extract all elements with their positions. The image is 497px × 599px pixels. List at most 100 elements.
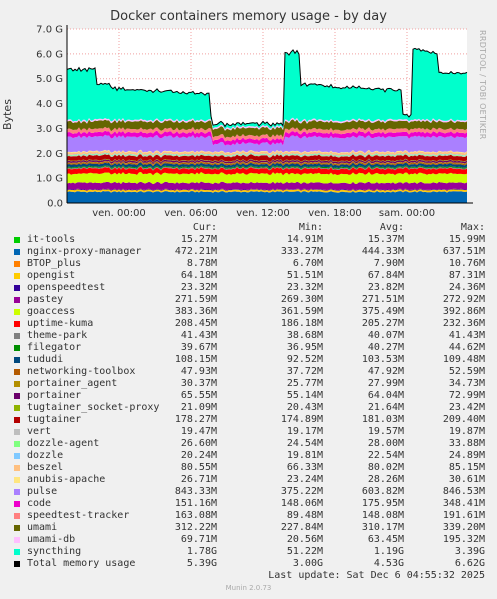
legend-label: filegator xyxy=(27,342,82,353)
y-tick-label: 2.0 G xyxy=(36,149,63,160)
value-avg: 444.33M xyxy=(361,246,404,257)
legend-item: vert 19.47M 19.17M 19.57M 19.87M xyxy=(0,426,497,438)
area-speedtest-tracker xyxy=(67,126,467,142)
value-max: 846.53M xyxy=(442,486,485,497)
legend-item: dozzle-agent 26.60M 24.54M 28.00M 33.88M xyxy=(0,438,497,450)
value-cur: 163.08M xyxy=(174,510,217,521)
legend-header: Cur: Min: Avg: Max: xyxy=(0,222,497,234)
value-cur: 5.39G xyxy=(186,558,217,569)
legend-item: goaccess 383.36M 361.59M 375.49M 392.86M xyxy=(0,306,497,318)
value-min: 269.30M xyxy=(280,294,323,305)
legend-label: umami xyxy=(27,522,58,533)
legend: Cur: Min: Avg: Max: it-tools 15.27M 14.91M… xyxy=(0,222,497,570)
value-cur: 208.45M xyxy=(174,318,217,329)
area-filegator xyxy=(67,164,467,170)
value-max: 87.31M xyxy=(448,270,485,281)
value-max: 348.41M xyxy=(442,498,485,509)
value-max: 72.99M xyxy=(448,390,485,401)
legend-rows: it-tools 15.27M 14.91M 15.37M 15.99M nginx-pr… xyxy=(0,234,497,570)
value-cur: 23.32M xyxy=(180,282,217,293)
value-max: 191.61M xyxy=(442,510,485,521)
area-tugtainer_socket-proxy xyxy=(67,158,467,163)
legend-item: speedtest-tracker 163.08M 89.48M 148.08M 191… xyxy=(0,510,497,522)
area-portainer xyxy=(67,159,467,165)
value-cur: 108.15M xyxy=(174,354,217,365)
legend-swatch xyxy=(14,417,20,423)
x-tick-label: ven. 12:00 xyxy=(236,208,290,219)
value-avg: 40.27M xyxy=(367,342,404,353)
value-avg: 22.54M xyxy=(367,450,404,461)
area-umami-db xyxy=(67,117,467,131)
value-min: 14.91M xyxy=(286,234,323,245)
legend-item: filegator 39.67M 36.95M 40.27M 44.62M xyxy=(0,342,497,354)
legend-label: theme-park xyxy=(27,330,88,341)
y-axis-label: Bytes xyxy=(0,99,14,130)
legend-label: tugtainer xyxy=(27,414,82,425)
value-min: 19.81M xyxy=(286,450,323,461)
legend-label: pastey xyxy=(27,294,64,305)
legend-swatch xyxy=(14,321,20,327)
value-min: 6.70M xyxy=(292,258,323,269)
value-max: 24.36M xyxy=(448,282,485,293)
legend-swatch xyxy=(14,249,20,255)
value-cur: 26.60M xyxy=(180,438,217,449)
value-avg: 205.27M xyxy=(361,318,404,329)
legend-swatch xyxy=(14,465,20,471)
legend-swatch xyxy=(14,549,20,555)
value-max: 52.59M xyxy=(448,366,485,377)
value-avg: 28.00M xyxy=(367,438,404,449)
value-avg: 47.92M xyxy=(367,366,404,377)
value-cur: 39.67M xyxy=(180,342,217,353)
legend-swatch xyxy=(14,333,20,339)
value-cur: 8.78M xyxy=(186,258,217,269)
legend-swatch xyxy=(14,441,20,447)
legend-item: opengist 64.18M 51.51M 67.84M 87.31M xyxy=(0,270,497,282)
legend-swatch xyxy=(14,297,20,303)
y-tick-label: 0.0 xyxy=(47,199,63,210)
value-min: 25.77M xyxy=(286,378,323,389)
area-openspeedtest xyxy=(67,188,467,191)
legend-item: networking-toolbox 47.93M 37.72M 47.92M 52.5… xyxy=(0,366,497,378)
value-min: 227.84M xyxy=(280,522,323,533)
value-max: 44.62M xyxy=(448,342,485,353)
value-min: 89.48M xyxy=(286,510,323,521)
legend-swatch xyxy=(14,453,20,459)
chart-title: Docker containers memory usage - by day xyxy=(110,9,387,24)
area-code xyxy=(67,130,467,146)
legend-label: vert xyxy=(27,426,52,437)
value-min: 51.22M xyxy=(286,546,323,557)
legend-label: dozzle xyxy=(27,450,64,461)
area-networking-toolbox xyxy=(67,161,467,167)
legend-item: pastey 271.59M 269.30M 271.51M 272.92M xyxy=(0,294,497,306)
legend-item: beszel 80.55M 66.33M 80.02M 85.15M xyxy=(0,462,497,474)
legend-label: dozzle-agent xyxy=(27,438,100,449)
value-cur: 26.71M xyxy=(180,474,217,485)
legend-item: anubis-apache 26.71M 23.24M 28.26M 30.61M xyxy=(0,474,497,486)
value-avg: 19.57M xyxy=(367,426,404,437)
value-min: 186.18M xyxy=(280,318,323,329)
legend-item: pulse 843.33M 375.22M 603.82M 846.53M xyxy=(0,486,497,498)
legend-label: portainer xyxy=(27,390,82,401)
area-nginx-proxy-manager xyxy=(67,191,467,203)
y-tick-label: 7.0 G xyxy=(36,25,63,36)
area-portainer_agent xyxy=(67,160,467,165)
value-avg: 15.37M xyxy=(367,234,404,245)
legend-label: openspeedtest xyxy=(27,282,106,293)
value-min: 19.17M xyxy=(286,426,323,437)
value-max: 637.51M xyxy=(442,246,485,257)
value-avg: 80.02M xyxy=(367,462,404,473)
legend-swatch xyxy=(14,309,20,315)
area-goaccess xyxy=(67,172,467,185)
value-max: 109.48M xyxy=(442,354,485,365)
legend-swatch xyxy=(14,525,20,531)
value-avg: 7.90M xyxy=(373,258,404,269)
value-max: 392.86M xyxy=(442,306,485,317)
value-min: 24.54M xyxy=(286,438,323,449)
value-cur: 41.43M xyxy=(180,330,217,341)
value-cur: 151.16M xyxy=(174,498,217,509)
area-umami xyxy=(67,119,467,138)
legend-label: portainer_agent xyxy=(27,378,118,389)
legend-item: portainer_agent 30.37M 25.77M 27.99M 34.73M xyxy=(0,378,497,390)
value-avg: 67.84M xyxy=(367,270,404,281)
value-max: 10.76M xyxy=(448,258,485,269)
